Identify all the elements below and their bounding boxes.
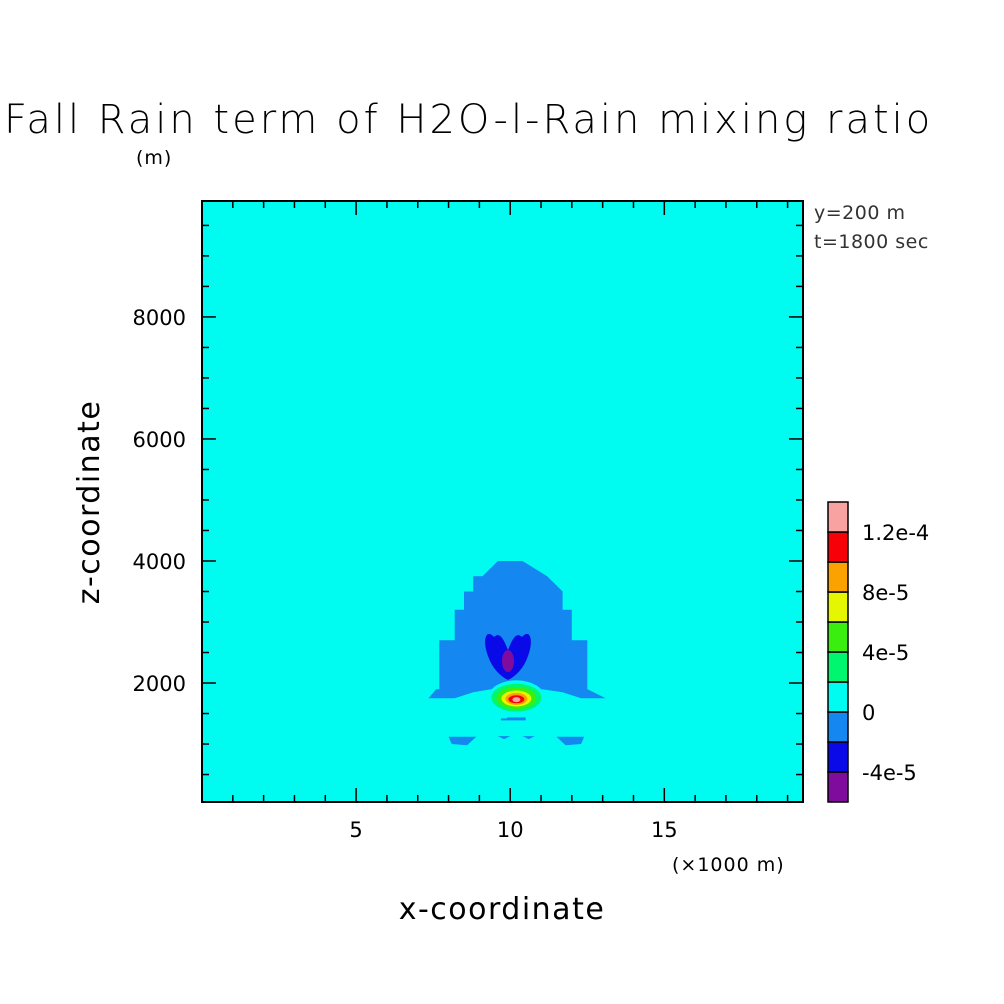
x-unit-label: (×1000 m) <box>672 854 785 876</box>
y-tick-label: 8000 <box>133 306 186 330</box>
axis-ticks <box>202 201 803 802</box>
colorbar-bin <box>827 651 849 683</box>
region-lower-tick-right <box>522 736 535 740</box>
chart-title: Fall Rain term of H2O-l-Rain mixing rati… <box>4 97 933 143</box>
colorbar-bin <box>827 621 849 653</box>
colorbar-bin <box>827 711 849 743</box>
y-tick-label: 4000 <box>133 550 186 574</box>
x-axis-label: x-coordinate <box>399 892 606 927</box>
colorbar-label: 0 <box>862 701 875 725</box>
colorbar-bin <box>827 591 849 623</box>
time-annotation: t=1800 sec <box>814 231 929 253</box>
colorbar-bin <box>827 741 849 773</box>
colorbar-bin <box>827 531 849 563</box>
y-position-annotation: y=200 m <box>814 202 905 224</box>
x-tick-label: 15 <box>651 818 678 842</box>
colorbar-bin <box>827 681 849 713</box>
x-tick-label: 5 <box>349 818 362 842</box>
region-thin-line-dark <box>507 717 526 720</box>
colorbar-label: 8e-5 <box>862 581 909 605</box>
colorbar-label: 4e-5 <box>862 641 909 665</box>
colorbar <box>827 501 849 803</box>
y-axis-label: z-coordinate <box>72 400 107 605</box>
colorbar-bin <box>827 501 849 533</box>
colorbar-label: -4e-5 <box>862 761 917 785</box>
contour-regions <box>428 561 606 746</box>
plot-frame <box>201 200 804 803</box>
x-tick-label: 10 <box>497 818 524 842</box>
colorbar-bin <box>827 771 849 803</box>
colorbar-label: 1.2e-4 <box>862 521 929 545</box>
colorbar-labels: -4e-5 0 4e-5 8e-5 1.2e-4 <box>862 521 929 785</box>
y-tick-label: 2000 <box>133 672 186 696</box>
plot-area <box>201 200 804 803</box>
region-lower-tick-left <box>497 736 511 740</box>
region-negative-zone <box>428 561 606 699</box>
y-tick-label: 6000 <box>133 428 186 452</box>
region-minimum-core <box>502 650 514 672</box>
region-lower-patch-right <box>556 736 585 746</box>
z-unit-label: (m) <box>136 147 172 169</box>
x-tick-labels: 5 10 15 <box>349 818 677 842</box>
colorbar-bin <box>827 561 849 593</box>
y-tick-labels: 2000 4000 6000 8000 <box>133 306 186 696</box>
region-lower-patch-left <box>448 736 477 746</box>
region-level-1.2e-4-1.4e-4 <box>512 697 521 703</box>
